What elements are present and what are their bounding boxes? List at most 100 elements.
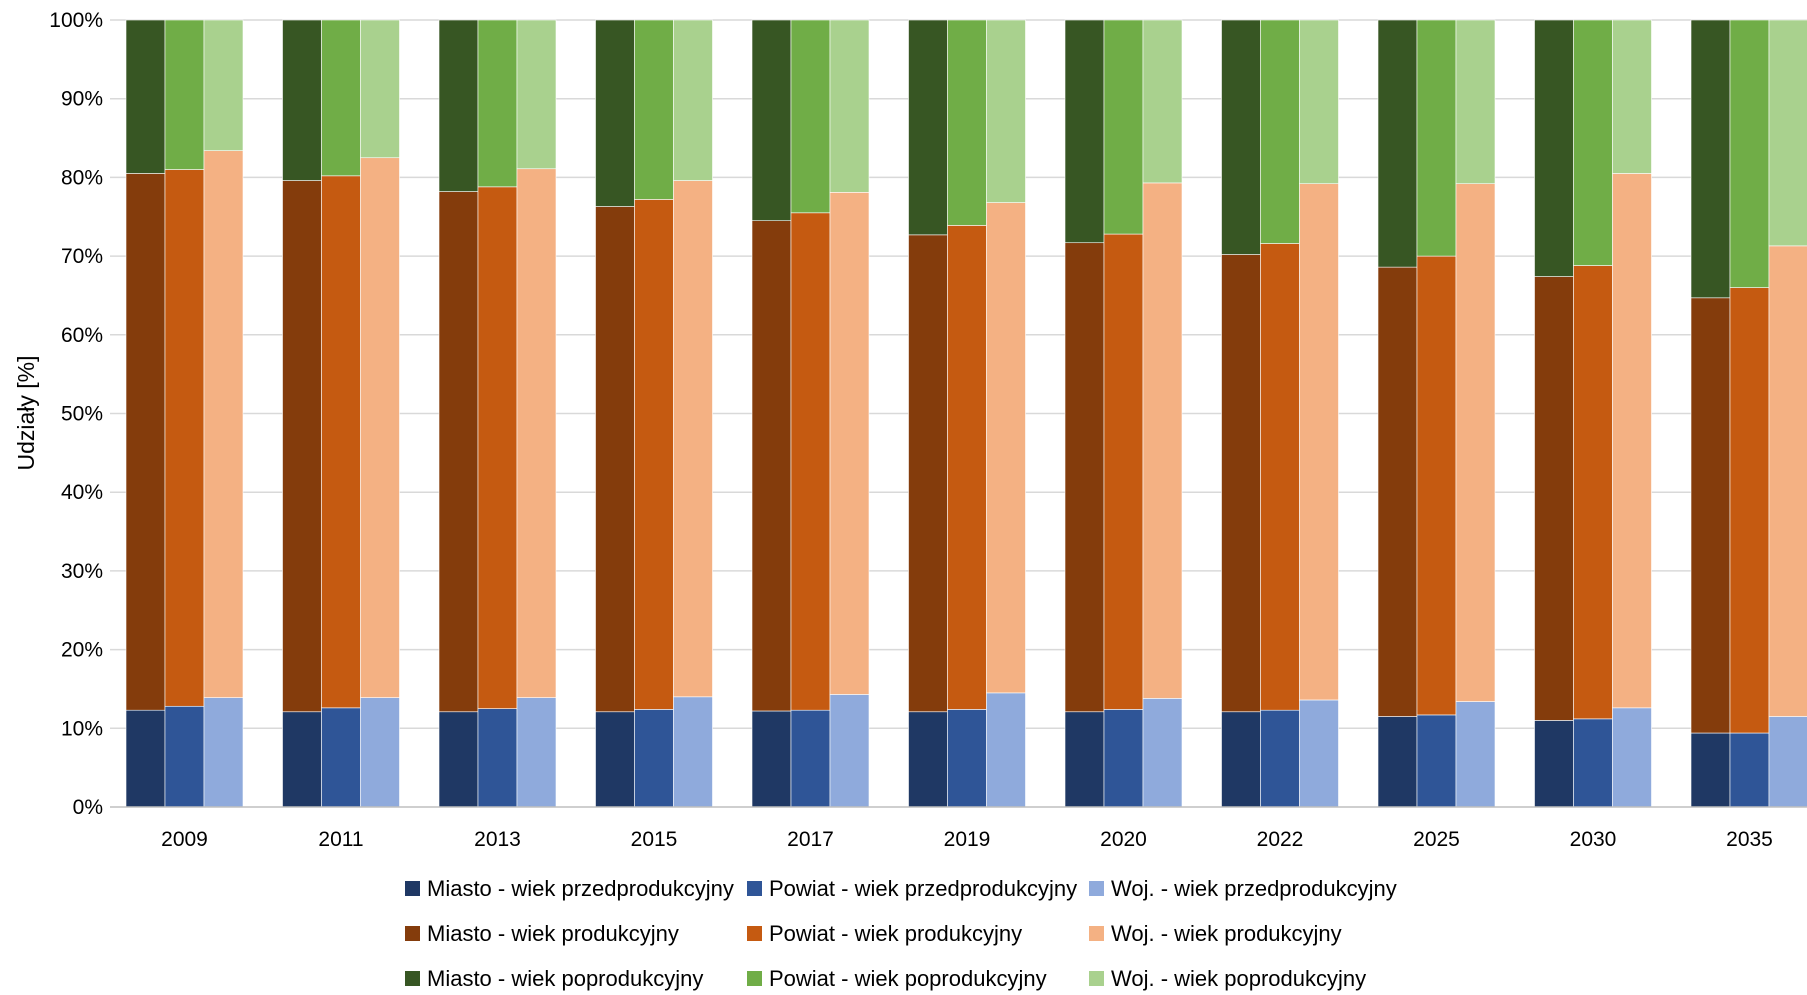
- legend-swatch: [405, 971, 420, 986]
- y-tick-label: 40%: [61, 481, 103, 504]
- bar-segment: [203, 150, 244, 698]
- bar-segment: [1260, 709, 1300, 808]
- bar-segment: [829, 192, 870, 695]
- legend-label: Woj. - wiek produkcyjny: [1111, 920, 1342, 946]
- bar-segment: [1534, 720, 1574, 808]
- x-tick-label: 2011: [318, 828, 363, 851]
- bar-segment: [947, 225, 987, 710]
- bar-segment: [1690, 19, 1731, 299]
- bar-segment: [595, 19, 635, 207]
- bar-segment: [986, 202, 1026, 694]
- y-tick-label: 70%: [61, 245, 103, 268]
- axes: 0% 10% 20% 30% 40% 50% 60% 70% 80% 90% 100% 2009 201…: [49, 9, 1807, 851]
- y-tick-label: 90%: [61, 88, 103, 111]
- bar-segment: [1612, 173, 1652, 709]
- bar-segment: [1260, 243, 1300, 711]
- y-tick-label: 30%: [61, 560, 103, 583]
- y-tick-label: 80%: [61, 166, 103, 189]
- bar-segment: [1690, 297, 1731, 734]
- bar-segment: [829, 19, 870, 193]
- bar-segment: [1729, 19, 1770, 288]
- bars: [125, 19, 1807, 808]
- bar-segment: [321, 19, 361, 177]
- bar-segment: [1416, 19, 1457, 257]
- x-tick-label: 2030: [1570, 828, 1617, 851]
- bar-segment: [790, 212, 831, 711]
- legend-label: Woj. - wiek przedprodukcyjny: [1111, 875, 1397, 901]
- bar-segment: [360, 19, 400, 159]
- bar-segment: [1260, 19, 1300, 244]
- bar-segment: [282, 711, 322, 808]
- legend-label: Powiat - wiek poprodukcyjny: [769, 965, 1047, 991]
- bar-segment: [908, 234, 948, 713]
- bar-segment: [908, 711, 948, 808]
- legend-item: Miasto - wiek poprodukcyjny: [405, 965, 747, 992]
- bar-segment: [1103, 19, 1144, 235]
- bar-segment: [1377, 716, 1418, 808]
- bar-segment: [1768, 245, 1807, 717]
- bar-segment: [634, 19, 674, 200]
- legend-swatch: [1089, 971, 1104, 986]
- bar-segment: [282, 19, 322, 181]
- bar-segment: [1064, 242, 1105, 713]
- bar-segment: [477, 186, 518, 709]
- bar-segment: [1221, 711, 1261, 808]
- bar-segment: [1377, 19, 1418, 268]
- y-tick-label: 50%: [61, 403, 103, 426]
- bar-segment: [1064, 19, 1105, 244]
- bar-segment: [164, 19, 205, 170]
- legend-label: Powiat - wiek przedprodukcyjny: [769, 875, 1078, 901]
- bar-segment: [986, 692, 1026, 808]
- y-tick-label: 20%: [61, 639, 103, 662]
- x-tick-label: 2022: [1257, 828, 1304, 851]
- bar-segment: [438, 19, 479, 192]
- bar-segment: [360, 157, 400, 698]
- bar-segment: [634, 199, 674, 710]
- legend: Miasto - wiek przedprodukcyjny Powiat - w…: [405, 875, 1431, 992]
- bar-segment: [1729, 287, 1770, 734]
- bar-segment: [360, 697, 400, 808]
- bar-segment: [203, 19, 244, 151]
- legend-swatch: [747, 881, 762, 896]
- x-tick-label: 2019: [944, 828, 991, 851]
- bar-segment: [125, 709, 166, 808]
- bar-segment: [125, 19, 166, 174]
- bar-segment: [829, 694, 870, 808]
- bar-segment: [1142, 182, 1183, 699]
- bar-segment: [516, 19, 557, 170]
- x-tick-label: 2035: [1726, 828, 1773, 851]
- bar-segment: [790, 709, 831, 808]
- bar-segment: [1729, 732, 1770, 808]
- bar-segment: [986, 19, 1026, 203]
- legend-swatch: [405, 926, 420, 941]
- y-tick-label: 10%: [61, 717, 103, 740]
- bar-segment: [1455, 183, 1496, 702]
- legend-item: Powiat - wiek produkcyjny: [747, 920, 1089, 947]
- legend-label: Powiat - wiek produkcyjny: [769, 920, 1023, 946]
- bar-segment: [1103, 709, 1144, 808]
- legend-label: Miasto - wiek przedprodukcyjny: [427, 875, 734, 901]
- bar-segment: [1573, 265, 1613, 720]
- bar-segment: [595, 711, 635, 808]
- bar-segment: [477, 708, 518, 808]
- bar-segment: [1534, 276, 1574, 721]
- bar-segment: [1768, 716, 1807, 808]
- x-tick-label: 2025: [1413, 828, 1460, 851]
- bar-segment: [595, 206, 635, 713]
- bar-segment: [634, 709, 674, 808]
- legend-swatch: [1089, 926, 1104, 941]
- legend-swatch: [747, 926, 762, 941]
- bar-segment: [321, 175, 361, 709]
- legend-item: Powiat - wiek poprodukcyjny: [747, 965, 1089, 992]
- bar-segment: [1064, 711, 1105, 808]
- bar-segment: [1573, 718, 1613, 808]
- bar-segment: [751, 220, 792, 712]
- bar-segment: [673, 696, 713, 808]
- x-tick-label: 2009: [161, 828, 208, 851]
- bar-segment: [1690, 732, 1731, 808]
- bar-segment: [1534, 19, 1574, 277]
- bar-segment: [1768, 19, 1807, 247]
- x-tick-label: 2017: [787, 828, 834, 851]
- bar-segment: [947, 709, 987, 808]
